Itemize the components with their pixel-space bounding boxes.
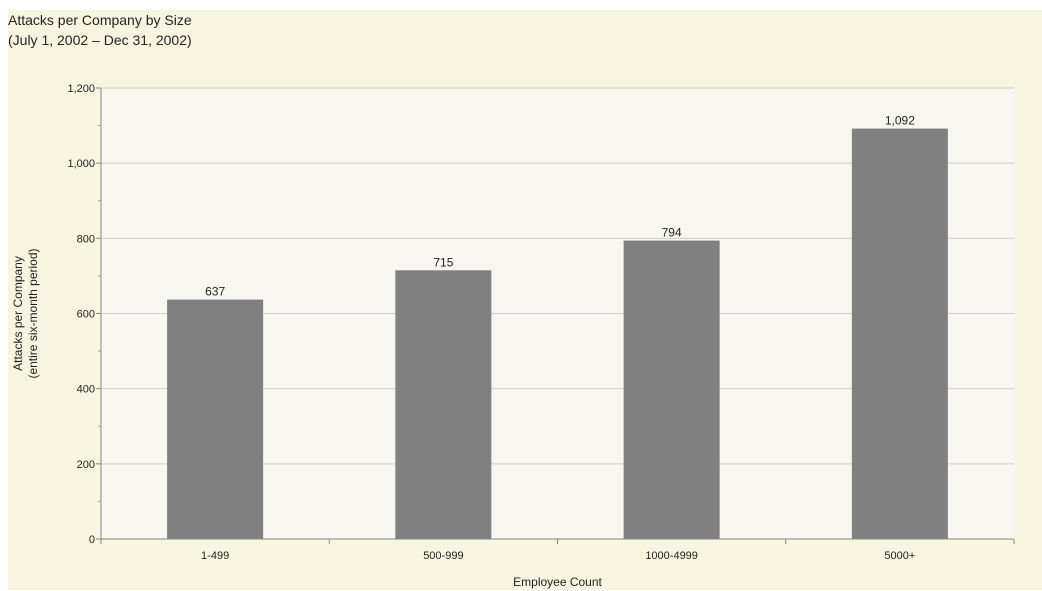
axes: 0 200 400 600 800 1,000 1,200 1-499 500-999 1000-… xyxy=(67,83,1015,562)
y-tick-label: 400 xyxy=(77,384,95,396)
chart-subtitle: (July 1, 2002 – Dec 31, 2002) xyxy=(8,32,192,48)
x-tick-label: 5000+ xyxy=(884,550,915,562)
x-tick-label: 1000-4999 xyxy=(645,550,698,562)
y-tick-label: 600 xyxy=(77,309,95,321)
y-tick-label: 1,200 xyxy=(67,83,95,95)
chart-title: Attacks per Company by Size xyxy=(8,12,192,28)
x-axis-title: Employee Count xyxy=(513,575,602,589)
y-tick-label: 0 xyxy=(89,534,95,546)
bar-value-label: 794 xyxy=(662,226,682,240)
bar xyxy=(623,240,720,540)
y-tick-label: 200 xyxy=(77,459,95,471)
x-tick-label: 500-999 xyxy=(423,550,463,562)
bar xyxy=(395,270,492,539)
x-tick-label: 1-499 xyxy=(201,550,229,562)
y-tick-label: 1,000 xyxy=(67,158,95,170)
bar-value-label: 637 xyxy=(205,285,225,299)
bar xyxy=(851,128,948,539)
bar-value-label: 715 xyxy=(433,255,453,269)
bars: 637 715 794 1,092 xyxy=(167,114,948,540)
bar xyxy=(167,299,264,539)
y-axis-subtitle: (entire six-month period) xyxy=(26,248,40,378)
y-axis-title: Attacks per Company xyxy=(11,256,25,371)
bar-value-label: 1,092 xyxy=(885,114,915,128)
y-tick-label: 800 xyxy=(77,233,95,245)
